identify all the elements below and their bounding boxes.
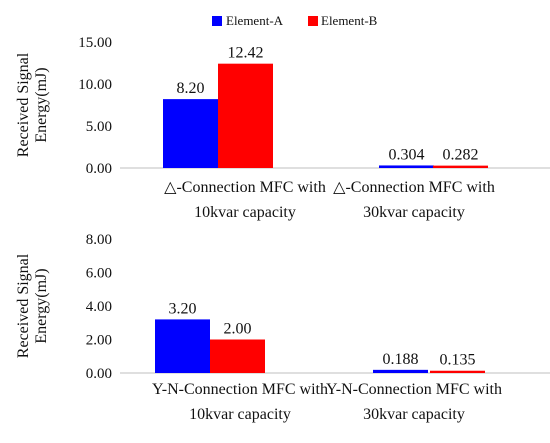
chart1-ytick-label: 10.00 <box>78 77 112 93</box>
chart1-data-label: 12.42 <box>228 45 264 62</box>
chart2-category-label: Y-N-Connection MFC with <box>326 381 502 398</box>
chart2-category-label: Y-N-Connection MFC with <box>152 381 328 398</box>
chart2-ytick-label: 6.00 <box>86 266 112 282</box>
chart2-data-label: 3.20 <box>169 300 197 317</box>
chart2-ylabel: Received Signal <box>15 253 32 358</box>
chart1-ytick-label: 5.00 <box>86 119 112 135</box>
chart2-ytick-label: 4.00 <box>86 299 112 315</box>
chart2-data-label: 0.135 <box>440 352 476 369</box>
chart1-data-label: 0.282 <box>443 147 479 164</box>
chart2-category-label: 10kvar capacity <box>189 406 291 423</box>
chart1-bar-element-a-cat2 <box>379 165 434 168</box>
legend-label-2: Element-B <box>321 13 378 28</box>
chart1-bar-element-a-cat1 <box>163 99 218 168</box>
chart2-ytick-label: 2.00 <box>86 333 112 349</box>
chart1-bar-element-b-cat1 <box>218 63 273 169</box>
chart1-category-label: 30kvar capacity <box>363 204 465 221</box>
chart1-ylabel: Energy(mJ) <box>33 67 50 142</box>
chart1-ytick-label: 0.00 <box>86 161 112 177</box>
chart2-bar-element-b-cat1 <box>210 339 265 373</box>
chart2-bar-element-a-cat1 <box>155 319 210 373</box>
chart1-category-label: △-Connection MFC with <box>333 179 495 196</box>
chart1-category-label: △-Connection MFC with <box>164 179 326 196</box>
legend-swatch-2 <box>308 16 318 26</box>
chart2-bar-element-b-cat2 <box>430 370 485 373</box>
chart1-ytick-label: 15.00 <box>78 35 112 51</box>
chart1-data-label: 8.20 <box>177 80 205 97</box>
chart1-data-label: 0.304 <box>389 146 425 163</box>
chart2-ytick-label: 0.00 <box>86 366 112 382</box>
chart2-data-label: 0.188 <box>383 351 419 368</box>
chart2-ytick-label: 8.00 <box>86 232 112 248</box>
chart1-bar-element-b-cat2 <box>433 165 488 168</box>
legend-swatch-1 <box>212 16 222 26</box>
chart2-bar-element-a-cat2 <box>373 369 428 373</box>
legend-label-1: Element-A <box>226 13 284 28</box>
chart1-ylabel: Received Signal <box>15 52 32 157</box>
chart2-category-label: 30kvar capacity <box>363 406 465 423</box>
chart1-category-label: 10kvar capacity <box>194 204 296 221</box>
chart2-data-label: 2.00 <box>224 321 252 338</box>
chart2-ylabel: Energy(mJ) <box>33 268 50 343</box>
